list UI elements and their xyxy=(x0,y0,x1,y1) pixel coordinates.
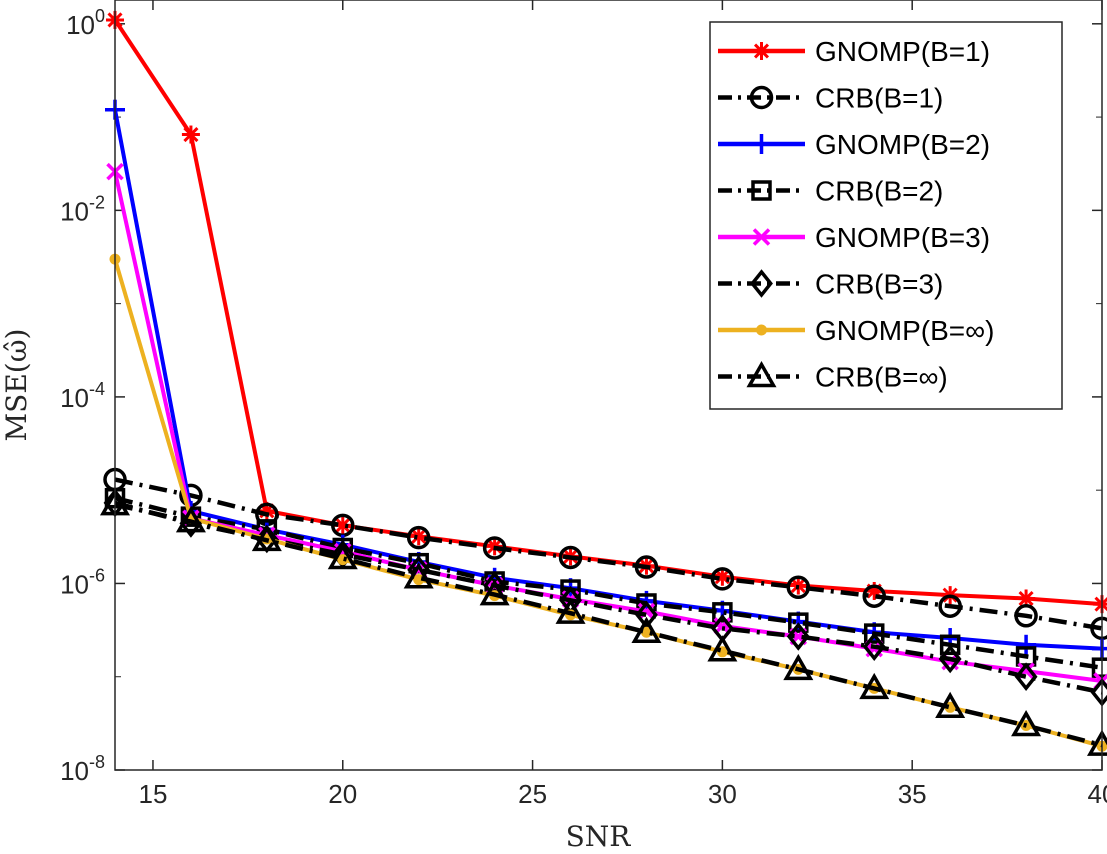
data-point xyxy=(637,602,656,621)
data-point xyxy=(786,622,810,651)
data-point xyxy=(555,597,586,624)
legend: GNOMP(B=1) CRB(B=1) GNOMP(B=2) CRB(B=2) GNOM… xyxy=(709,21,1063,410)
x-tick-label: 15 xyxy=(139,779,168,809)
data-point xyxy=(409,527,428,546)
legend-box xyxy=(709,21,1063,410)
data-point xyxy=(859,672,890,700)
legend-entry-gnomp-b-1: GNOMP(B=1) xyxy=(718,36,990,67)
legend-label: CRB(B=∞) xyxy=(815,362,948,393)
series-crb-b-1 xyxy=(103,467,1107,641)
data-point xyxy=(251,524,282,552)
legend-label: GNOMP(B=2) xyxy=(815,129,990,160)
data-point xyxy=(862,632,886,661)
legend-marker xyxy=(751,134,772,154)
x-tick-label: 35 xyxy=(898,779,927,809)
legend-marker xyxy=(752,42,771,60)
series-line xyxy=(114,477,1103,631)
series-layer xyxy=(99,10,1107,756)
data-point xyxy=(783,653,814,681)
data-point xyxy=(710,567,735,591)
legend-marker xyxy=(750,269,773,298)
legend-entry-gnomp-b-3: GNOMP(B=3) xyxy=(718,222,990,253)
x-tick-label: 25 xyxy=(518,779,547,809)
data-point xyxy=(862,584,886,608)
series-line xyxy=(113,171,1103,683)
series-line xyxy=(114,496,1103,670)
data-point xyxy=(403,562,434,589)
data-point xyxy=(482,536,507,560)
legend-entry-crb-b-3: CRB(B=3) xyxy=(718,269,943,300)
legend-entry-gnomp-b-2: GNOMP(B=2) xyxy=(718,129,990,160)
data-point xyxy=(707,635,738,662)
x-tick-label: 20 xyxy=(328,779,357,809)
y-axis-title: MSE(ω̂) xyxy=(0,329,33,442)
legend-entry-crb-b: CRB(B=∞) xyxy=(718,360,948,393)
legend-marker xyxy=(751,180,772,201)
plot-frame xyxy=(114,0,1103,771)
legend-marker xyxy=(746,360,777,388)
data-point xyxy=(327,543,358,570)
data-point xyxy=(1016,634,1037,655)
data-point xyxy=(635,600,658,630)
data-point xyxy=(406,525,431,550)
data-point xyxy=(935,691,966,719)
data-point xyxy=(631,616,662,643)
data-point xyxy=(558,545,583,570)
data-point xyxy=(479,579,510,606)
legend-label: GNOMP(B=∞) xyxy=(815,315,994,346)
legend-label: CRB(B=3) xyxy=(815,269,943,300)
data-point xyxy=(786,575,811,600)
data-point xyxy=(175,506,206,533)
data-point xyxy=(863,623,885,644)
legend-marker xyxy=(749,85,774,110)
legend-label: GNOMP(B=1) xyxy=(815,36,990,67)
legend-entry-gnomp-b: GNOMP(B=∞) xyxy=(718,315,994,346)
y-tick-label: 10-4 xyxy=(60,379,105,413)
tick-labels: 15 20 25 30 35 40 10-8 10-6 10-4 10-2 100 xyxy=(60,6,1107,809)
data-point xyxy=(1014,662,1038,692)
x-axis-title: SNR xyxy=(566,820,632,853)
data-point xyxy=(634,555,659,579)
data-point xyxy=(1014,604,1038,628)
legend-marker xyxy=(756,324,767,336)
data-point xyxy=(938,594,962,618)
y-tick-label: 100 xyxy=(66,6,105,40)
series-line xyxy=(114,502,1103,748)
data-point xyxy=(1011,709,1042,737)
x-tick-label: 30 xyxy=(708,779,737,809)
y-tick-label: 10-2 xyxy=(60,192,105,226)
legend-label: CRB(B=2) xyxy=(815,176,943,207)
data-point xyxy=(712,602,733,623)
legend-entry-crb-b-1: CRB(B=1) xyxy=(718,83,943,114)
legend-label: CRB(B=1) xyxy=(815,83,943,114)
x-tick-label: 40 xyxy=(1088,779,1107,809)
legend-entry-crb-b-2: CRB(B=2) xyxy=(718,176,943,207)
legend-marker xyxy=(752,228,771,246)
series-line xyxy=(114,500,1103,695)
y-tick-label: 10-8 xyxy=(60,752,105,786)
data-point xyxy=(938,644,962,674)
y-tick-label: 10-6 xyxy=(60,565,105,599)
data-point xyxy=(788,612,809,633)
data-point xyxy=(181,125,200,144)
legend-label: GNOMP(B=3) xyxy=(815,222,990,253)
data-point xyxy=(939,634,961,656)
